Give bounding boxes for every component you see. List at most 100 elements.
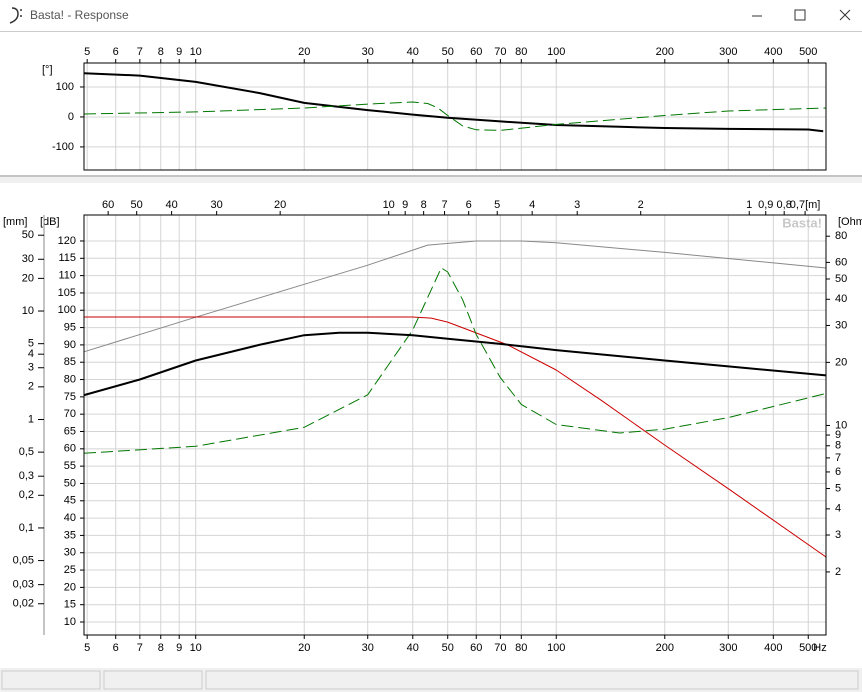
- y-tick-label: 20: [64, 581, 76, 593]
- x-tick-label: 500: [799, 642, 817, 654]
- x-tick-label: 200: [656, 46, 674, 58]
- x-tick-label: 50: [442, 46, 454, 58]
- x-tick-label: 10: [190, 642, 202, 654]
- x-tick-label: 400: [764, 642, 782, 654]
- x-tick-label: 8: [158, 642, 164, 654]
- y-tick-label: 45: [64, 495, 76, 507]
- y3-tick-label: 10: [22, 305, 34, 317]
- y2-tick-label: 4: [835, 503, 841, 515]
- x-axis-label: Hz: [813, 642, 826, 654]
- x-tick-label: 5: [84, 46, 90, 58]
- x-tick-label: 40: [407, 46, 419, 58]
- x2-tick-label: 3: [574, 199, 580, 211]
- y3-tick-label: 50: [22, 229, 34, 241]
- y3-tick-label: 0,03: [13, 579, 34, 591]
- x-tick-label: 100: [547, 642, 565, 654]
- y2-tick-label: 5: [835, 482, 841, 494]
- x-tick-label: 80: [515, 642, 527, 654]
- y3-tick-label: 0,5: [19, 446, 34, 458]
- y-axis-label: [°]: [42, 64, 53, 76]
- y2-tick-label: 9: [835, 429, 841, 441]
- y-tick-label: 60: [64, 443, 76, 455]
- series-line: [83, 72, 824, 133]
- y2-tick-label: 3: [835, 529, 841, 541]
- y-tick-label: 65: [64, 425, 76, 437]
- maximize-button[interactable]: [794, 9, 806, 21]
- y-tick-label: 90: [64, 339, 76, 351]
- y3-tick-label: 30: [22, 253, 34, 265]
- y3-tick-label: 0,1: [19, 522, 34, 534]
- y2-axis-label: [Ohm: [838, 216, 862, 228]
- x2-tick-label: 40: [166, 199, 178, 211]
- series-line: [83, 240, 827, 353]
- x-tick-label: 70: [494, 46, 506, 58]
- y3-tick-label: 5: [28, 338, 34, 350]
- splitter[interactable]: [0, 175, 862, 183]
- divider: [0, 31, 862, 32]
- y-tick-label: 55: [64, 460, 76, 472]
- x-tick-label: 100: [547, 46, 565, 58]
- x-tick-label: 5: [84, 642, 90, 654]
- x2-tick-label: 20: [274, 199, 286, 211]
- y-tick-label: 80: [64, 373, 76, 385]
- x2-tick-label: 10: [383, 199, 395, 211]
- y-tick-label: 75: [64, 391, 76, 403]
- x-tick-label: 60: [470, 46, 482, 58]
- x-tick-label: 40: [407, 642, 419, 654]
- x2-tick-label: 30: [211, 199, 223, 211]
- x-tick-label: 500: [799, 46, 817, 58]
- y-tick-label: 100: [56, 81, 74, 93]
- y3-tick-label: 0,3: [19, 470, 34, 482]
- series-line: [83, 267, 827, 454]
- x-tick-label: 7: [137, 46, 143, 58]
- watermark: Basta!: [782, 215, 822, 230]
- x-tick-label: 200: [656, 642, 674, 654]
- x-tick-label: 30: [362, 642, 374, 654]
- x-tick-label: 9: [176, 642, 182, 654]
- title-bar: Basta! - Response: [9, 7, 851, 24]
- x2-tick-label: 4: [529, 199, 535, 211]
- x2-tick-label: 2: [638, 199, 644, 211]
- y2-tick-label: 50: [835, 273, 847, 285]
- x-tick-label: 300: [719, 642, 737, 654]
- window-title: Basta! - Response: [30, 8, 129, 22]
- x2-tick-label: 50: [131, 199, 143, 211]
- x2-tick-label: 0,8: [777, 199, 792, 211]
- x2-tick-label: 5: [494, 199, 500, 211]
- close-button[interactable]: [839, 9, 851, 21]
- x-tick-label: 6: [113, 46, 119, 58]
- series-line: [83, 331, 827, 397]
- y-tick-label: 10: [64, 616, 76, 628]
- x2-tick-label: 60: [102, 199, 114, 211]
- y-tick-label: 95: [64, 321, 76, 333]
- y-axis-label: [dB]: [40, 216, 60, 228]
- y-tick-label: 25: [64, 564, 76, 576]
- y3-tick-label: 0,02: [13, 598, 34, 610]
- y-tick-label: 115: [58, 252, 76, 264]
- status-pane: [103, 670, 203, 690]
- y2-tick-label: 80: [835, 230, 847, 242]
- y-tick-label: 50: [64, 477, 76, 489]
- y-tick-label: 35: [64, 529, 76, 541]
- y-tick-label: -100: [52, 141, 74, 153]
- y-tick-label: 105: [58, 287, 76, 299]
- y2-tick-label: 8: [835, 440, 841, 452]
- app-icon: [9, 7, 22, 24]
- y3-tick-label: 1: [28, 413, 34, 425]
- x-tick-label: 300: [719, 46, 737, 58]
- x2-tick-label: 9: [402, 199, 408, 211]
- y2-tick-label: 10: [835, 419, 847, 431]
- x2-tick-label: 0,9: [758, 199, 773, 211]
- x2-tick-label: 1: [746, 199, 752, 211]
- x-tick-label: 6: [113, 642, 119, 654]
- x-tick-label: 9: [176, 46, 182, 58]
- x-tick-label: 20: [298, 642, 310, 654]
- charts: 5 6 7 8 9 10 20 30 40 50 60 70 80 100 200 300 400 5001000…: [3, 46, 862, 654]
- x-tick-label: 20: [298, 46, 310, 58]
- x2-tick-label: 0,7[m]: [790, 199, 821, 211]
- y-tick-label: 15: [64, 599, 76, 611]
- plot-frame: [83, 62, 827, 171]
- x2-tick-label: 8: [421, 199, 427, 211]
- y-tick-label: 100: [58, 304, 76, 316]
